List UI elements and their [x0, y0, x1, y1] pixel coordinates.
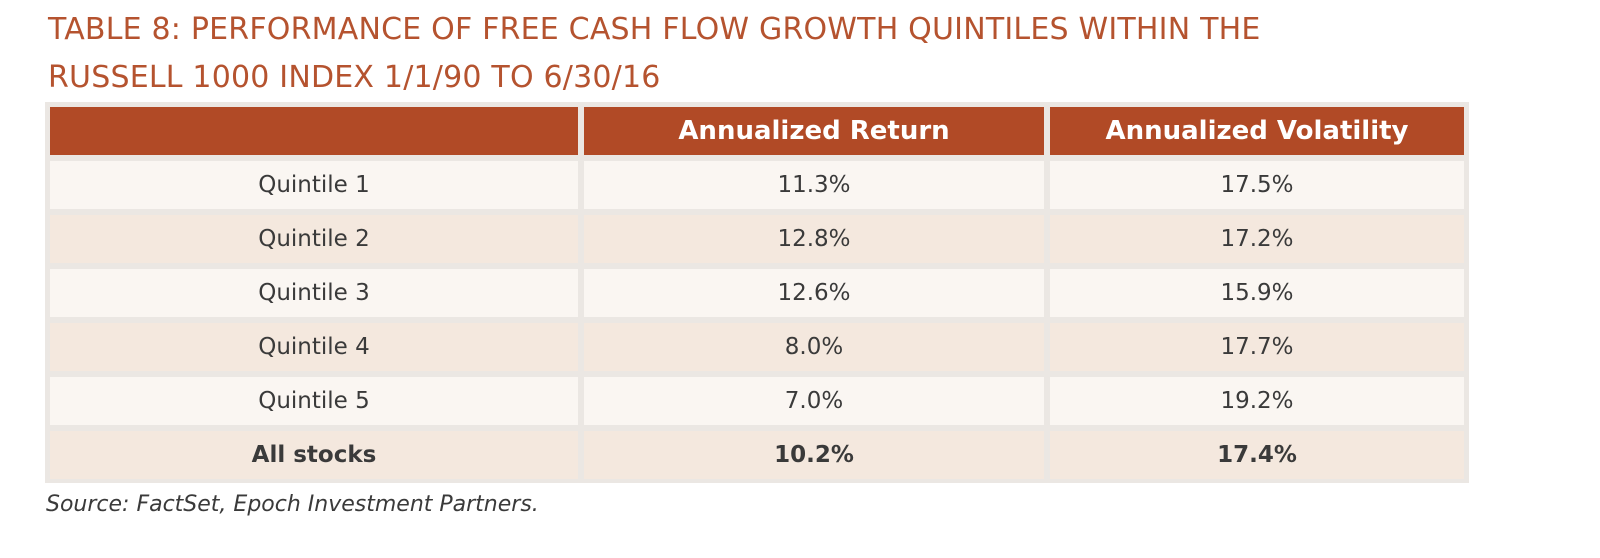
source-note: Source: FactSet, Epoch Investment Partne…	[46, 492, 539, 517]
return-quintile-4: 8.0%	[584, 323, 1044, 371]
volatility-all-stocks: 17.4%	[1050, 431, 1464, 479]
row-label-quintile-5: Quintile 5	[50, 377, 578, 425]
return-all-stocks: 10.2%	[584, 431, 1044, 479]
return-quintile-1: 11.3%	[584, 161, 1044, 209]
table-title-line-1: TABLE 8: PERFORMANCE OF FREE CASH FLOW G…	[48, 12, 1261, 47]
row-label-all-stocks: All stocks	[50, 431, 578, 479]
volatility-quintile-2: 17.2%	[1050, 215, 1464, 263]
row-label-quintile-2: Quintile 2	[50, 215, 578, 263]
row-label-quintile-3: Quintile 3	[50, 269, 578, 317]
row-label-quintile-1: Quintile 1	[50, 161, 578, 209]
header-cell-annualized-volatility: Annualized Volatility	[1050, 107, 1464, 155]
volatility-quintile-1: 17.5%	[1050, 161, 1464, 209]
volatility-quintile-5: 19.2%	[1050, 377, 1464, 425]
header-cell-empty	[50, 107, 578, 155]
performance-table: Annualized Return Annualized Volatility …	[45, 102, 1469, 483]
volatility-quintile-4: 17.7%	[1050, 323, 1464, 371]
return-quintile-3: 12.6%	[584, 269, 1044, 317]
table-title: TABLE 8: PERFORMANCE OF FREE CASH FLOW G…	[48, 6, 1548, 102]
table-title-line-2: RUSSELL 1000 INDEX 1/1/90 TO 6/30/16	[48, 60, 661, 95]
volatility-quintile-3: 15.9%	[1050, 269, 1464, 317]
header-cell-annualized-return: Annualized Return	[584, 107, 1044, 155]
return-quintile-5: 7.0%	[584, 377, 1044, 425]
row-label-quintile-4: Quintile 4	[50, 323, 578, 371]
return-quintile-2: 12.8%	[584, 215, 1044, 263]
